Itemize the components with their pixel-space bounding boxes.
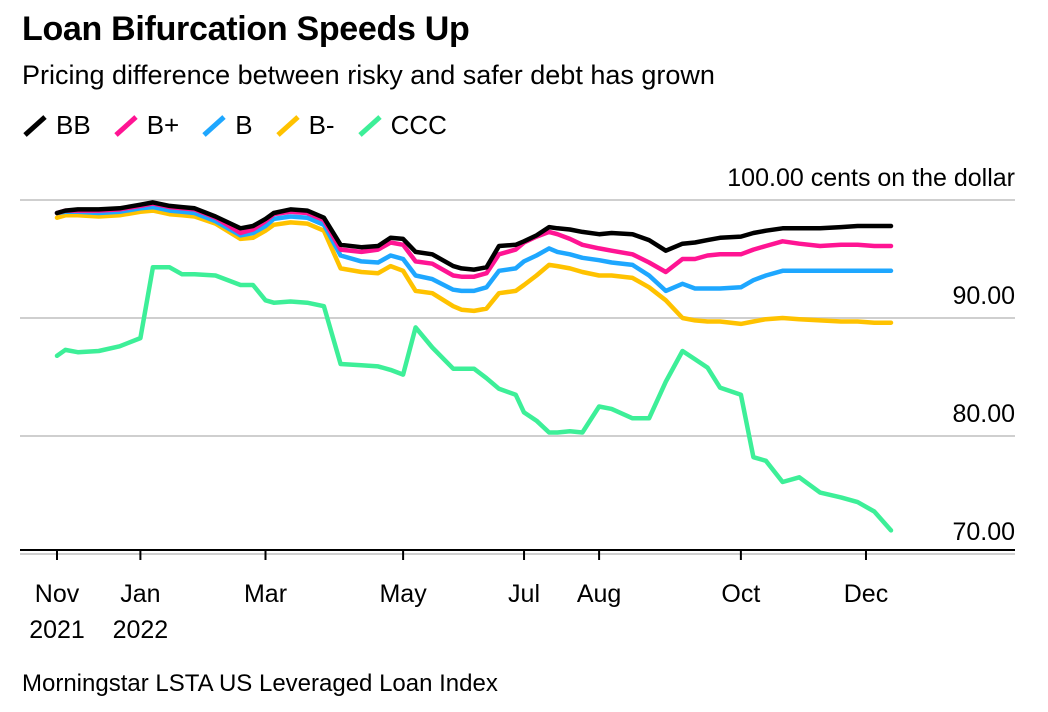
x-tick-label: Dec — [844, 580, 888, 608]
legend-item-ccc[interactable]: CCC — [357, 110, 447, 141]
legend-label-ccc: CCC — [390, 110, 447, 140]
chart-subtitle: Pricing difference between risky and saf… — [22, 60, 715, 90]
legend-item-bb[interactable]: BB — [22, 110, 91, 141]
series-line-ccc — [54, 265, 894, 533]
legend-label-bminus: B- — [308, 110, 335, 140]
legend-item-bminus[interactable]: B- — [275, 110, 335, 141]
x-tick-label: May — [379, 580, 427, 608]
legend: BB B+ B B- CCC — [22, 110, 469, 141]
x-tick-label: Oct — [721, 580, 760, 608]
x-tick-label: Jul — [508, 580, 540, 608]
series-line-b — [54, 204, 894, 294]
legend-swatch-ccc — [357, 114, 382, 137]
legend-item-bplus[interactable]: B+ — [113, 110, 180, 141]
y-tick-label: 90.00 — [952, 282, 1015, 310]
series-line-bminus — [54, 208, 894, 327]
source-note: Morningstar LSTA US Leveraged Loan Index — [22, 670, 498, 697]
legend-swatch-bplus — [114, 114, 138, 137]
legend-item-b[interactable]: B — [201, 110, 253, 141]
legend-swatch-b — [202, 114, 226, 137]
x-tick-label: Nov — [35, 580, 80, 608]
x-tick-label: Aug — [577, 580, 621, 608]
x-tick-label: Jan — [120, 580, 160, 608]
x-tick-sublabel: 2021 — [29, 616, 85, 644]
series-line-bb — [54, 200, 894, 272]
y-tick-label: 100.00 cents on the dollar — [727, 164, 1015, 192]
legend-label-b: B — [235, 110, 253, 140]
x-tick-label: Mar — [244, 580, 287, 608]
y-tick-label: 70.00 — [952, 518, 1015, 546]
legend-label-bplus: B+ — [146, 110, 180, 140]
chart-title: Loan Bifurcation Speeds Up — [22, 10, 470, 48]
x-tick-sublabel: 2022 — [113, 616, 169, 644]
legend-label-bb: BB — [56, 110, 91, 140]
legend-swatch-bb — [23, 114, 47, 137]
legend-swatch-bminus — [275, 114, 300, 137]
y-tick-label: 80.00 — [952, 400, 1015, 428]
